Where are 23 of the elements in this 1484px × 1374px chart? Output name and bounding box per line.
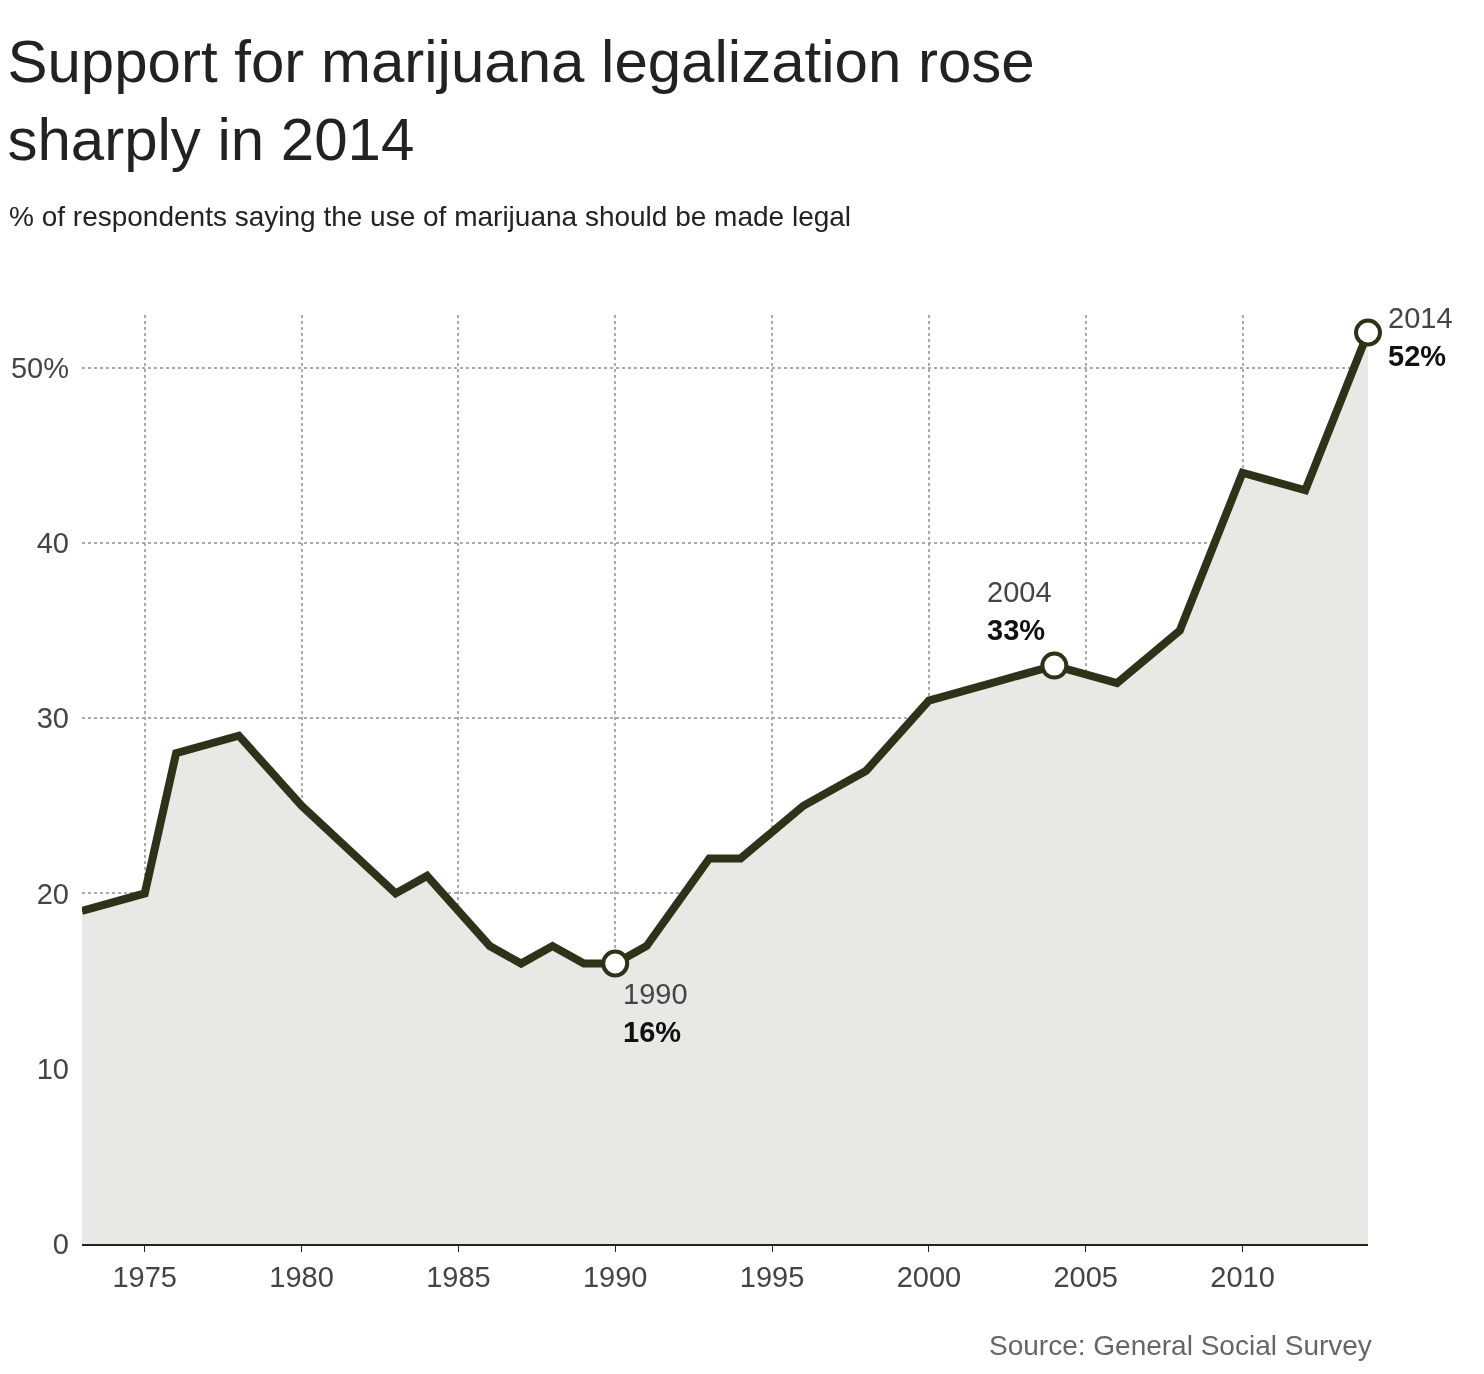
x-tick-label: 1985 — [426, 1260, 491, 1293]
annotation: 1990 16% — [623, 978, 688, 1048]
x-tick-label: 2010 — [1210, 1260, 1275, 1293]
x-tick-label: 1995 — [739, 1260, 805, 1293]
point — [601, 949, 630, 978]
x-tick-label: 2005 — [1053, 1260, 1118, 1293]
y-tick-label: 50% — [10, 351, 69, 384]
point — [1040, 651, 1069, 680]
y-tick-label: 40 — [36, 527, 69, 560]
y-tick-label: 30 — [36, 702, 69, 735]
x-tick-label: 2000 — [896, 1260, 962, 1293]
source-note: Source: General Social Survey — [989, 1330, 1372, 1361]
chart-subtitle: % of respondents saying the use of marijuana should be made legal — [9, 201, 852, 232]
point — [1354, 318, 1382, 347]
y-tick-label: 20 — [36, 877, 69, 910]
y-tick-label: 0 — [52, 1228, 69, 1261]
x-tick-label: 1975 — [112, 1260, 177, 1293]
x-tick-label: 1980 — [269, 1260, 334, 1293]
chart-title: Support for marijuana legalization rose sharply in 2014 — [7, 28, 1035, 174]
y-tick-label: 10 — [36, 1052, 69, 1085]
annotation: 2014 52% — [1388, 302, 1453, 372]
x-tick-label: 1990 — [582, 1260, 648, 1293]
annotation: 2004 33% — [987, 576, 1052, 646]
